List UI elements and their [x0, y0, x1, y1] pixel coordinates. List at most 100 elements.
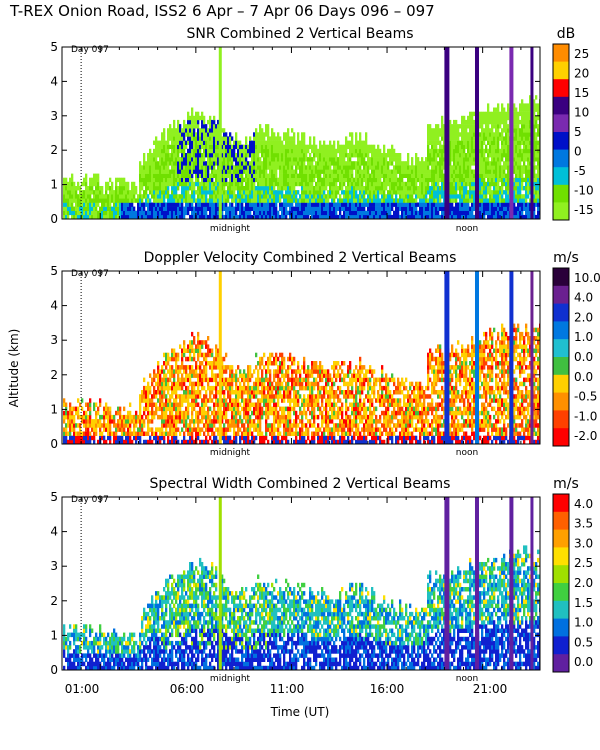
heatmap-cell: [281, 157, 284, 162]
heatmap-cell: [233, 181, 236, 187]
heatmap-cell: [151, 186, 154, 191]
heatmap-cell: [211, 148, 214, 154]
heatmap-cell: [293, 210, 296, 216]
heatmap-cell: [201, 186, 204, 191]
heatmap-cell: [389, 169, 392, 174]
heatmap-cell: [443, 190, 446, 195]
heatmap-cell: [455, 161, 458, 166]
heatmap-cell: [187, 186, 190, 191]
heatmap-cell: [321, 169, 324, 174]
heatmap-cell: [365, 153, 368, 158]
heatmap-cell: [489, 190, 492, 195]
heatmap-cell: [457, 169, 460, 174]
heatmap-cell: [483, 161, 486, 166]
heatmap-cell: [359, 144, 362, 150]
heatmap-cell: [115, 194, 118, 199]
heatmap-cell: [415, 198, 418, 203]
heatmap-cell: [265, 128, 268, 133]
heatmap-cell: [267, 214, 270, 219]
heatmap-cell: [479, 194, 482, 199]
heatmap-cell: [485, 173, 488, 178]
heatmap-cell: [181, 361, 184, 366]
heatmap-cell: [169, 410, 172, 416]
heatmap-cell: [203, 206, 206, 211]
heatmap-cell: [69, 186, 72, 191]
heatmap-cell: [527, 157, 530, 162]
heatmap-cell: [237, 157, 240, 162]
heatmap-cell: [519, 144, 522, 150]
heatmap-cell: [471, 210, 474, 216]
heatmap-cell: [175, 194, 178, 199]
heatmap-cell: [135, 210, 138, 216]
heatmap-cell: [175, 402, 178, 407]
heatmap-cell: [159, 202, 162, 207]
heatmap-cell: [331, 157, 334, 162]
heatmap-cell: [431, 177, 434, 183]
heatmap-cell: [213, 153, 216, 158]
heatmap-cell: [129, 410, 132, 416]
heatmap-cell: [489, 140, 492, 145]
heatmap-cell: [377, 190, 380, 195]
heatmap-cell: [343, 190, 346, 195]
heatmap-cell: [469, 169, 472, 174]
heatmap-cell: [389, 181, 392, 187]
heatmap-cell: [107, 181, 110, 187]
heatmap-cell: [361, 140, 364, 145]
heatmap-cell: [217, 132, 220, 137]
heatmap-cell: [95, 414, 98, 420]
heatmap-cell: [227, 198, 230, 203]
heatmap-cell: [535, 136, 538, 141]
heatmap-cell: [273, 169, 276, 174]
heatmap-cell: [453, 198, 456, 203]
heatmap-cell: [491, 206, 494, 211]
heatmap-cell: [205, 140, 208, 145]
heatmap-cell: [177, 144, 180, 150]
heatmap-cell: [341, 173, 344, 178]
heatmap-cell: [519, 181, 522, 187]
heatmap-cell: [369, 202, 372, 207]
heatmap-cell: [201, 124, 204, 129]
heatmap-cell: [465, 206, 468, 211]
heatmap-cell: [431, 153, 434, 158]
heatmap-cell: [73, 406, 76, 412]
heatmap-cell: [317, 202, 320, 207]
heatmap-cell: [529, 165, 532, 170]
heatmap-cell: [209, 165, 212, 170]
heatmap-cell: [225, 202, 228, 207]
heatmap-cell: [253, 194, 256, 199]
heatmap-cell: [495, 157, 498, 162]
heatmap-cell: [427, 177, 430, 183]
heatmap-cell: [273, 157, 276, 162]
heatmap-cell: [143, 419, 146, 424]
heatmap-cell: [363, 165, 366, 170]
heatmap-cell: [427, 210, 430, 216]
heatmap-cell: [423, 194, 426, 199]
heatmap-cell: [485, 169, 488, 174]
heatmap-cell: [313, 153, 316, 158]
heatmap-cell: [453, 157, 456, 162]
heatmap-cell: [303, 165, 306, 170]
heatmap-cell: [487, 119, 490, 125]
heatmap-cell: [257, 169, 260, 174]
heatmap-cell: [489, 177, 492, 183]
heatmap-cell: [459, 202, 462, 207]
heatmap-cell: [427, 140, 430, 145]
heatmap-cell: [427, 198, 430, 203]
heatmap-cell: [169, 385, 172, 391]
heatmap-cell: [317, 177, 320, 183]
heatmap-cell: [231, 169, 234, 174]
heatmap-cell: [339, 206, 342, 211]
heatmap-cell: [129, 435, 132, 441]
heatmap-cell: [519, 173, 522, 178]
heatmap-cell: [263, 148, 266, 154]
heatmap-cell: [421, 157, 424, 162]
heatmap-cell: [333, 181, 336, 187]
heatmap-cell: [385, 206, 388, 211]
heatmap-cell: [87, 206, 90, 211]
heatmap-cell: [309, 181, 312, 187]
heatmap-cell: [459, 144, 462, 150]
heatmap-cell: [139, 194, 142, 199]
heatmap-cell: [167, 381, 170, 387]
heatmap-cell: [125, 186, 128, 191]
heatmap-cell: [183, 210, 186, 216]
